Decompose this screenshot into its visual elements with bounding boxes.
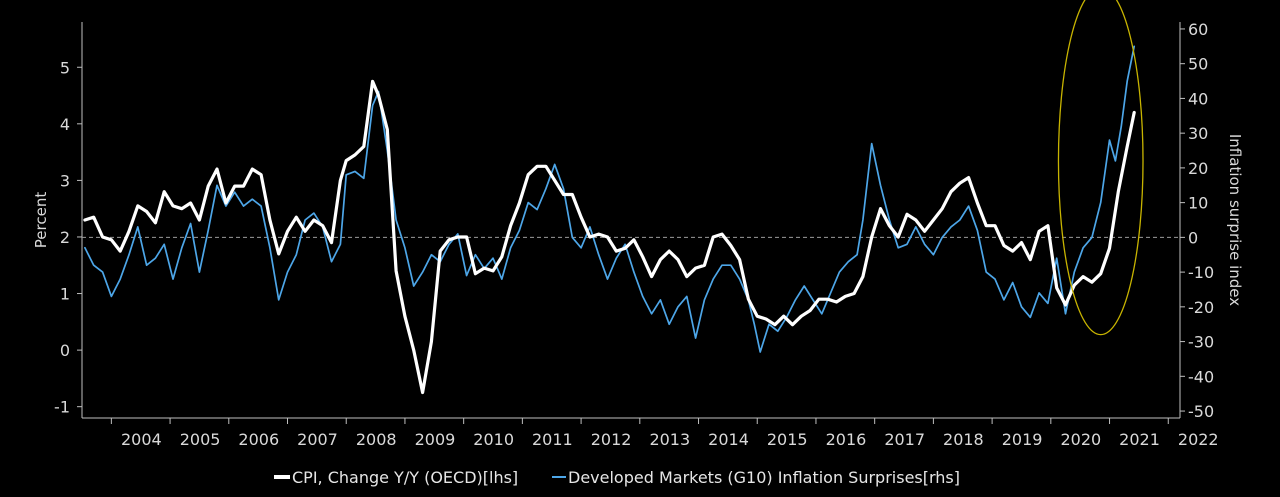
y-right-tick-label: 20 [1188,159,1208,178]
x-tick-label: 2006 [238,430,279,449]
y-left-tick-label: 2 [60,228,70,247]
axes [81,22,1181,419]
y-left-tick-label: 5 [60,58,70,77]
x-tick-label: 2020 [1060,430,1101,449]
y-left-tick-label: 1 [60,285,70,304]
x-tick-label: 2009 [415,430,456,449]
y-right-tick-label: 60 [1188,20,1208,39]
x-tick-label: 2017 [884,430,925,449]
y-right-tick-label: -50 [1188,402,1214,421]
y-right-tick-label: 40 [1188,89,1208,108]
inflation-surprises-series-line [84,45,1136,353]
x-tick-label: 2005 [180,430,221,449]
legend-label-cpi: CPI, Change Y/Y (OECD)[lhs] [292,468,518,487]
x-tick-label: 2018 [943,430,984,449]
y-right-tick-label: 10 [1188,194,1208,213]
y-left-tick-label: -1 [54,398,70,417]
series-layer [83,45,1136,395]
x-ticks: 2004 2005 2006 2007 2008 2009 2010 2011 2012 2013… [110,418,1219,449]
x-tick-label: 2019 [1002,430,1043,449]
y-right-ticks: -50 -40 -30 -20 -10 0 10 20 30 40 50 60 [1180,20,1214,421]
y-right-tick-label: -40 [1188,367,1214,386]
y-right-tick-label: 0 [1188,228,1198,247]
x-tick-label: 2016 [826,430,867,449]
x-tick-label: 2021 [1119,430,1160,449]
x-tick-label: 2011 [532,430,573,449]
y-left-tick-label: 4 [60,115,70,134]
y-right-tick-label: -10 [1188,263,1214,282]
x-tick-label: 2010 [473,430,514,449]
x-tick-label: 2014 [708,430,749,449]
cpi-series-line [83,79,1136,395]
highlight-ellipse [1057,0,1144,336]
legend: CPI, Change Y/Y (OECD)[lhs] Developed Ma… [274,468,960,487]
x-tick-label: 2012 [591,430,632,449]
legend-label-surprises: Developed Markets (G10) Inflation Surpri… [568,468,960,487]
x-tick-label: 2022 [1178,430,1219,449]
y-right-tick-label: 30 [1188,124,1208,143]
y-axis-right-title: Inflation surprise index [1226,134,1244,306]
y-right-tick-label: -30 [1188,333,1214,352]
x-tick-label: 2008 [356,430,397,449]
y-right-tick-label: -20 [1188,298,1214,317]
x-tick-label: 2013 [649,430,690,449]
y-axis-left-title: Percent [32,192,50,249]
y-right-tick-label: 50 [1188,55,1208,74]
y-left-tick-label: 3 [60,171,70,190]
y-left-tick-label: 0 [60,341,70,360]
x-tick-label: 2007 [297,430,338,449]
x-tick-label: 2015 [767,430,808,449]
x-tick-label: 2004 [121,430,162,449]
y-left-ticks: -1 0 1 2 3 4 5 [54,58,82,417]
